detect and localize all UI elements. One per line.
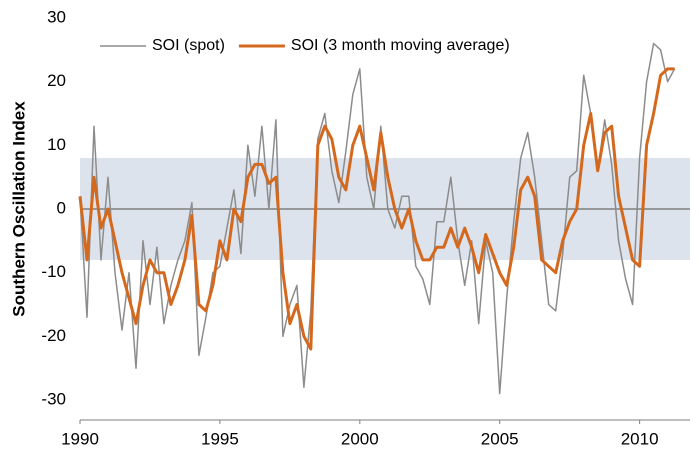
series-line [78, 67, 675, 351]
y-tick-label: -30 [41, 389, 66, 408]
y-tick-label: 10 [47, 135, 66, 154]
y-axis-title: Southern Oscillation Index [9, 101, 28, 317]
x-tick-label: 2010 [621, 429, 659, 448]
y-tick-label: -10 [41, 262, 66, 281]
x-tick-label: 1995 [201, 429, 239, 448]
y-tick-label: 30 [47, 7, 66, 26]
y-tick-label: 20 [47, 71, 66, 90]
y-tick-label: 0 [57, 198, 66, 217]
legend-label: SOI (spot) [152, 37, 225, 54]
y-tick-label: -20 [41, 326, 66, 345]
x-tick-label: 2000 [341, 429, 379, 448]
legend-label: SOI (3 month moving average) [291, 37, 510, 54]
x-tick-label: 1990 [61, 429, 99, 448]
x-tick-label: 2005 [481, 429, 519, 448]
